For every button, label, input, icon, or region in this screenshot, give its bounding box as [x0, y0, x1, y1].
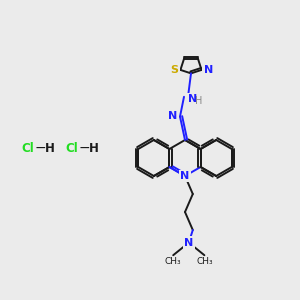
- Text: N: N: [204, 65, 213, 75]
- Text: −: −: [34, 141, 46, 155]
- Text: N: N: [184, 238, 194, 248]
- Text: −: −: [78, 141, 90, 155]
- Text: H: H: [89, 142, 99, 154]
- Text: CH₃: CH₃: [196, 257, 213, 266]
- Text: S: S: [170, 65, 178, 75]
- Text: CH₃: CH₃: [165, 257, 181, 266]
- Text: Cl: Cl: [22, 142, 34, 154]
- Text: N: N: [180, 171, 190, 181]
- Text: N: N: [188, 94, 197, 104]
- Text: H: H: [195, 96, 202, 106]
- Text: N: N: [168, 111, 177, 121]
- Text: H: H: [45, 142, 55, 154]
- Text: Cl: Cl: [66, 142, 78, 154]
